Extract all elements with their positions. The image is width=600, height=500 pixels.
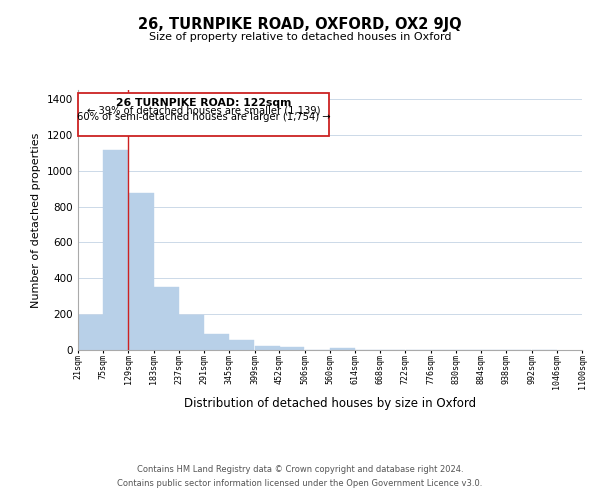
X-axis label: Distribution of detached houses by size in Oxford: Distribution of detached houses by size … xyxy=(184,398,476,410)
Bar xyxy=(254,346,280,350)
Bar xyxy=(330,348,355,350)
Text: Size of property relative to detached houses in Oxford: Size of property relative to detached ho… xyxy=(149,32,451,42)
Bar xyxy=(204,334,229,350)
Bar xyxy=(179,315,204,350)
Y-axis label: Number of detached properties: Number of detached properties xyxy=(31,132,41,308)
Text: 60% of semi-detached houses are larger (1,754) →: 60% of semi-detached houses are larger (… xyxy=(77,112,331,122)
Bar xyxy=(229,340,254,350)
Bar xyxy=(78,315,103,350)
Text: ← 39% of detached houses are smaller (1,139): ← 39% of detached houses are smaller (1,… xyxy=(87,106,320,116)
Bar xyxy=(128,192,154,350)
Text: Contains HM Land Registry data © Crown copyright and database right 2024.
Contai: Contains HM Land Registry data © Crown c… xyxy=(118,466,482,487)
Bar xyxy=(103,150,128,350)
FancyBboxPatch shape xyxy=(79,92,329,136)
Bar xyxy=(280,348,304,350)
Text: 26 TURNPIKE ROAD: 122sqm: 26 TURNPIKE ROAD: 122sqm xyxy=(116,98,292,108)
Text: 26, TURNPIKE ROAD, OXFORD, OX2 9JQ: 26, TURNPIKE ROAD, OXFORD, OX2 9JQ xyxy=(138,18,462,32)
Bar xyxy=(154,287,179,350)
